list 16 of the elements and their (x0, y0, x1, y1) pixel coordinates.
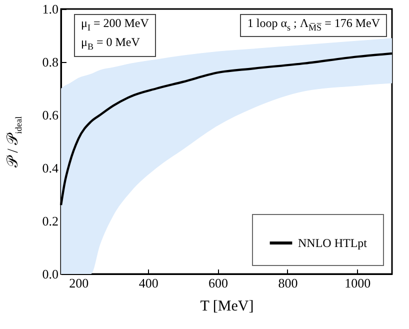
y-tick-label: 0.6 (42, 108, 59, 122)
y-tick-label: 0.4 (42, 160, 59, 176)
x-tick-label: 200 (69, 276, 89, 290)
y-tick-label: 0.8 (42, 54, 58, 70)
x-axis-title: T [MeV] (200, 298, 254, 314)
x-tick-label: 600 (208, 276, 228, 290)
x-tick-label: 800 (278, 276, 298, 290)
y-tick-label: 0.0 (42, 266, 58, 282)
y-tick-label: 1.0 (42, 2, 58, 16)
legend-label: NNLO HTLpt (298, 236, 368, 250)
y-tick-label: 0.2 (42, 214, 58, 228)
x-tick-label: 1000 (344, 276, 371, 290)
annotation: μ$_{B}$ = 0 MeV (81, 35, 141, 54)
annotation: 1 loop α$_{s}$ ; Λ$_{M̅S̅}$ = 176 MeV (247, 16, 380, 34)
x-tick-label: 400 (138, 276, 158, 290)
annotation: μ$_{I}$ = 200 MeV (81, 16, 149, 34)
